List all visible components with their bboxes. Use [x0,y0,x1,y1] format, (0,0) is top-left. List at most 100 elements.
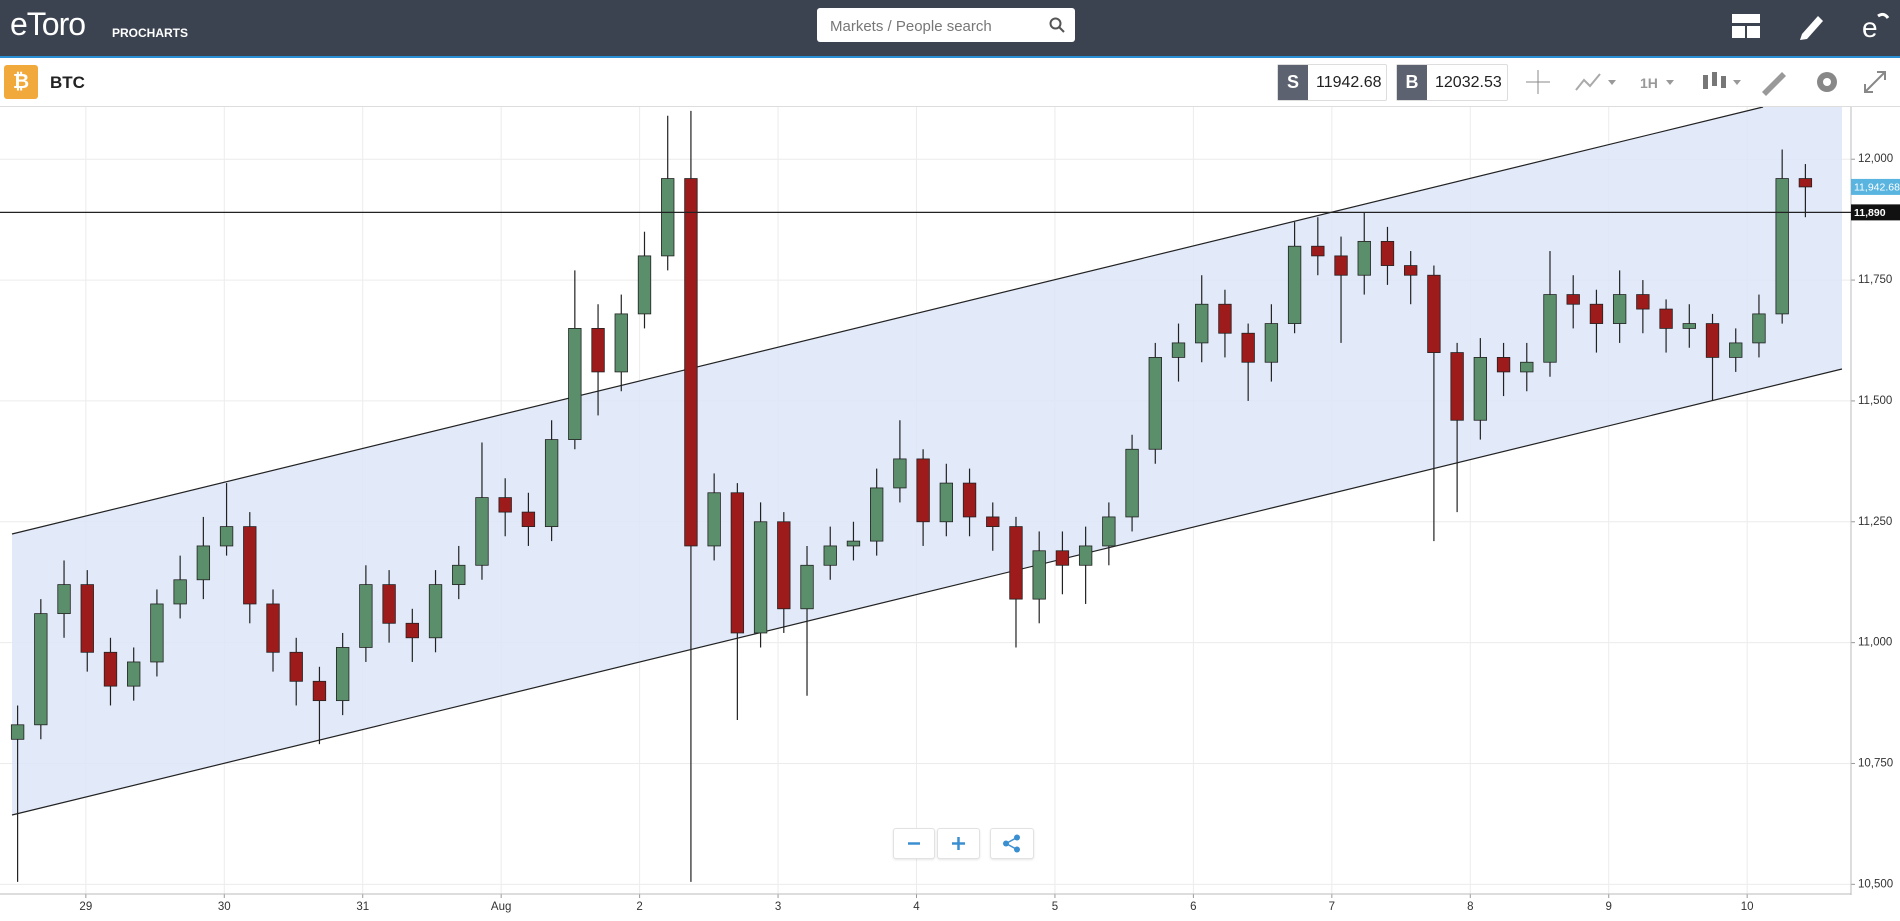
candle-body [753,521,768,634]
candle-body [382,584,396,624]
candle-body [1520,361,1534,373]
candle-body [173,579,187,605]
candle-body [614,313,628,373]
candle-body [1334,255,1348,276]
x-tick-label: 6 [1190,901,1196,913]
candle-body [1682,323,1696,329]
instrument-name: BTC [50,73,85,92]
y-tick-label: 11,000 [1858,637,1892,649]
chart-type-tool[interactable] [1697,64,1747,99]
candle-body [823,545,837,566]
candle-body [1009,526,1023,600]
buy-box[interactable]: B 12032.53 [1396,64,1508,101]
layout-icon[interactable] [1732,14,1760,38]
hline-label-box [1851,204,1900,221]
plus-icon [952,837,965,850]
candle-body [568,328,582,440]
candle-body [916,458,930,523]
candle-body [10,724,25,740]
candle-body [1241,332,1255,363]
candle-body [405,622,419,639]
buy-price: 12032.53 [1435,74,1502,91]
candle-body [1427,274,1441,353]
fullscreen-tool[interactable] [1855,64,1899,99]
zoom-out[interactable] [893,828,935,859]
svg-text:e: e [1862,12,1878,43]
x-tick-label: 5 [1052,901,1058,913]
candle-body [359,584,373,648]
candle-body [1195,303,1209,344]
drawing-tool[interactable] [1752,64,1796,99]
x-tick-label: 30 [218,901,231,913]
candle-body [266,603,280,653]
candle-body [707,492,721,547]
search-placeholder: Markets / People search [830,18,992,35]
candle-body [939,482,953,523]
x-tick-label: 8 [1467,901,1473,913]
candle-body [1612,294,1627,324]
x-tick-label: 2 [636,901,642,913]
crosshair-tool[interactable] [1516,64,1560,99]
candle-body [544,439,559,528]
candle-body [1496,357,1511,373]
candle-body [1287,245,1302,324]
x-tick-label: 29 [79,901,92,913]
indicator-tool[interactable] [1570,64,1620,99]
candle-body [870,487,884,542]
candle-body [243,526,257,605]
minus-icon [908,842,920,845]
share[interactable] [990,828,1034,859]
sell-price: 11942.68 [1316,74,1382,91]
x-tick-label: 3 [775,901,781,913]
candle-body [428,584,443,639]
channel-upper [11,106,1764,535]
candle-body [1729,342,1743,358]
buy-label: B [1397,65,1427,100]
zoom-in[interactable] [937,828,980,859]
candle-body [1032,550,1046,600]
last-price-label: 11,942.68 [1854,182,1900,194]
x-tick-label: 7 [1329,901,1335,913]
candle-body [1055,550,1070,566]
hline-label: 11,890 [1854,207,1886,219]
etoro-icon[interactable]: e [1858,10,1892,44]
draw-icon[interactable] [1796,10,1826,44]
candle-body [777,521,791,610]
candle-body [1752,313,1766,344]
candle-body [34,613,48,726]
candle-body [1543,294,1557,363]
timeframe-arrow[interactable] [1662,64,1682,99]
candle-body [521,511,536,528]
candle-body [591,328,605,373]
candle-body [846,540,861,547]
candle-body [1659,308,1673,329]
candle-body [1473,357,1488,421]
candle-body [1404,265,1418,276]
sell-label: S [1278,65,1308,100]
top-bar: eToro PROCHARTS Markets / People search … [0,0,1900,58]
candle-body [1705,323,1720,358]
y-tick-label: 11,750 [1858,274,1892,286]
candle-body [80,584,94,653]
sell-box[interactable]: S 11942.68 [1277,64,1387,101]
candle-body [1311,245,1325,257]
search-box[interactable]: Markets / People search [817,8,1075,42]
timeframe[interactable]: 1H [1640,75,1658,91]
candle-body [196,545,211,581]
y-tick-label: 11,250 [1858,516,1892,528]
y-tick-label: 10,500 [1858,878,1893,890]
candle-body [1450,352,1464,421]
candle-body [289,651,303,682]
candle-body [57,584,71,615]
settings-tool[interactable] [1805,64,1849,99]
search-icon [1049,17,1065,33]
logo[interactable]: eToro [10,6,86,42]
candle-body [1218,303,1232,334]
candle-body [986,516,1000,528]
candle-body [962,482,977,518]
x-tick-label: Aug [491,901,511,913]
candle-body [335,647,350,702]
candles [10,110,1813,882]
